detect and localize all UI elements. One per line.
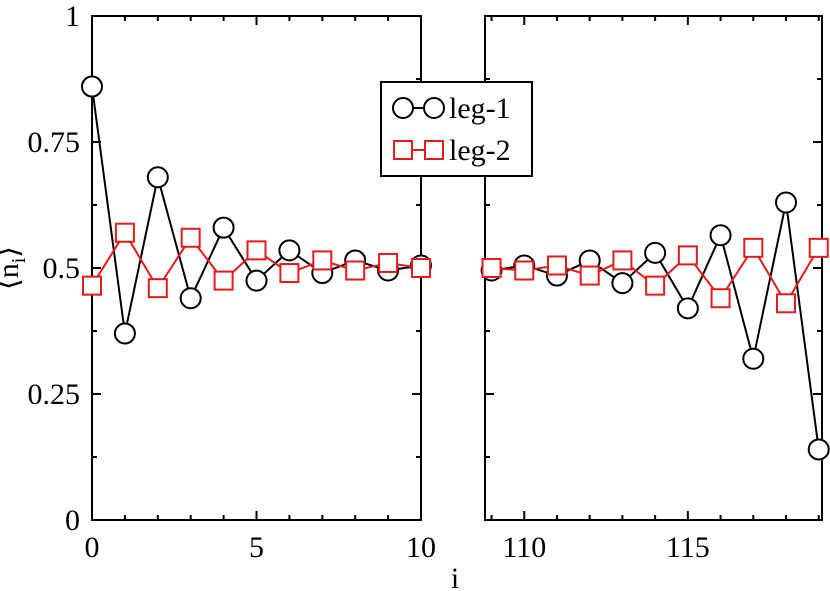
x-tick-label: 115 [666, 531, 710, 564]
data-point [82, 275, 102, 296]
y-tick-label: 1 [65, 0, 80, 33]
series-leg-2 [82, 222, 829, 314]
data-point [743, 237, 764, 258]
y-tick-label: 0.25 [28, 378, 81, 411]
data-point [807, 438, 830, 461]
y-tick-label: 0 [65, 504, 80, 537]
legend-label: leg-1 [449, 92, 511, 125]
data-point [546, 255, 567, 276]
data-point [113, 322, 136, 345]
x-tick-label: 0 [85, 531, 100, 564]
data-point [776, 293, 797, 314]
x-tick-label: 110 [502, 531, 546, 564]
series-layer [81, 75, 830, 461]
data-point [742, 347, 765, 370]
data-point [424, 140, 444, 160]
data-point [710, 288, 731, 309]
data-point [612, 250, 633, 271]
data-point [481, 258, 502, 278]
series-line [491, 202, 820, 450]
data-point [514, 260, 535, 281]
data-point [677, 245, 698, 266]
data-point [392, 97, 414, 119]
data-point [676, 297, 699, 320]
data-point [312, 250, 333, 271]
data-point [212, 216, 235, 239]
y-axis-title-close: ⟩ [0, 246, 25, 258]
data-point [393, 140, 413, 160]
data-point [114, 222, 135, 243]
y-tick-label: 0.75 [28, 126, 81, 159]
data-point [146, 166, 169, 189]
x-tick-label: 10 [406, 531, 436, 564]
data-point [245, 269, 268, 292]
data-point [808, 237, 829, 258]
series-line [91, 86, 422, 334]
data-point [644, 241, 667, 264]
legend: leg-1 leg-2 [380, 81, 533, 177]
legend-entry-leg-1: leg-1 [392, 92, 511, 125]
legend-label: leg-2 [449, 134, 511, 167]
data-point [645, 275, 666, 296]
data-point [278, 239, 301, 262]
y-tick-label: 0.5 [43, 252, 81, 285]
x-tick-label: 5 [249, 531, 264, 564]
data-point [775, 191, 798, 214]
data-point [611, 272, 634, 295]
data-point [378, 252, 399, 273]
data-point [709, 224, 732, 247]
data-point [345, 260, 366, 281]
data-point [147, 278, 168, 299]
data-point [579, 265, 600, 286]
data-point [179, 287, 202, 310]
panel-1: 0 5 10 [85, 15, 436, 564]
legend-entry-leg-2: leg-2 [393, 134, 511, 167]
panel-frame [91, 15, 422, 521]
data-point [213, 270, 234, 291]
data-point [423, 97, 445, 119]
y-axis-title: ⟨ni⟩ [0, 246, 30, 290]
data-point [246, 240, 267, 261]
data-point [81, 75, 103, 98]
x-axis-title: i [451, 562, 459, 591]
data-point [279, 263, 300, 284]
data-point [411, 258, 431, 278]
y-axis-title-subscript: i [8, 257, 30, 263]
data-point [180, 227, 201, 248]
y-axis-title-main: ⟨n [0, 263, 25, 290]
